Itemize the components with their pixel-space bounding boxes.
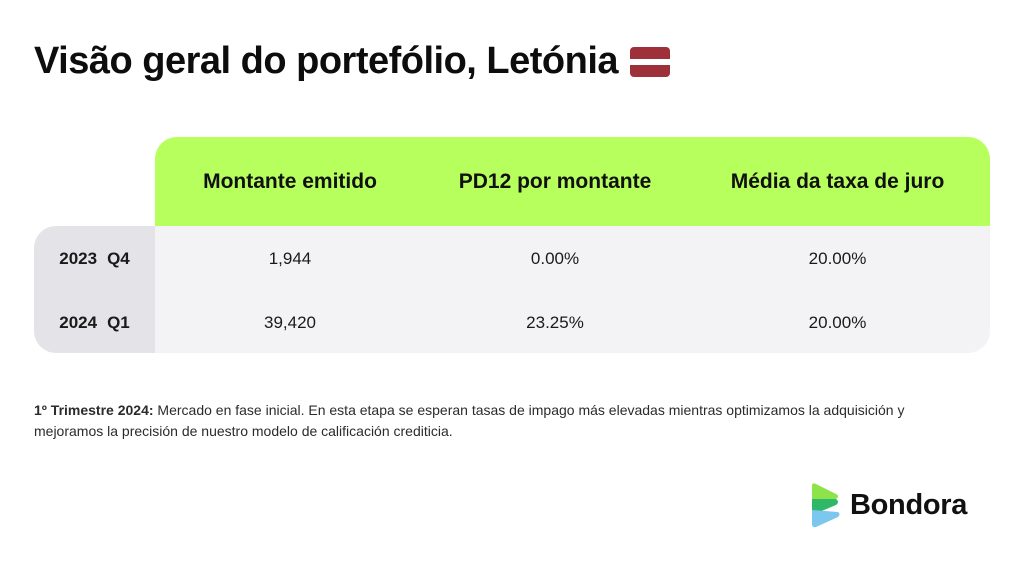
- portfolio-table: Montante emitido PD12 por montante Média…: [34, 137, 990, 353]
- table-row-label: 2024 Q1: [34, 293, 155, 353]
- bondora-logo-icon: [812, 483, 840, 528]
- table-cell-taxa: 20.00%: [808, 249, 867, 268]
- column-header-taxa: Média da taxa de juro: [730, 169, 945, 193]
- flag-top-stripe: [630, 46, 671, 59]
- column-header-pd12: PD12 por montante: [458, 169, 652, 193]
- table-cell-taxa: 20.00%: [808, 313, 867, 332]
- table-header-band: [155, 137, 990, 226]
- row-quarter: Q4: [107, 249, 130, 268]
- table-row-label: 2023 Q4: [34, 229, 155, 289]
- table-cell-montante: 39,420: [264, 313, 316, 332]
- row-quarter: Q1: [107, 313, 130, 332]
- page-title: Visão geral do portefólio, Letónia: [34, 40, 619, 82]
- bondora-wordmark: Bondora: [850, 488, 968, 521]
- logo-bottom-shape: [812, 510, 840, 528]
- bondora-logo: Bondora: [810, 482, 967, 528]
- table-cell-pd12: 0.00%: [530, 249, 580, 268]
- table-row-label-band: [34, 226, 155, 353]
- table-cell-pd12: 23.25%: [526, 313, 584, 332]
- footnote-text: Mercado en fase inicial. En esta etapa s…: [34, 402, 905, 439]
- row-year: 2023: [59, 249, 98, 268]
- flag-middle-stripe: [630, 58, 671, 65]
- title-row: Visão geral do portefólio, Letónia: [34, 40, 671, 83]
- column-header-montante: Montante emitido: [203, 169, 377, 193]
- footnote: 1º Trimestre 2024: Mercado en fase inici…: [34, 400, 954, 442]
- flag-bottom-stripe: [630, 64, 671, 77]
- footnote-label: 1º Trimestre 2024:: [34, 402, 154, 418]
- table-body-band: [155, 226, 990, 353]
- row-year: 2024: [59, 313, 98, 332]
- table-cell-montante: 1,944: [268, 249, 312, 268]
- latvia-flag-icon: [630, 46, 671, 77]
